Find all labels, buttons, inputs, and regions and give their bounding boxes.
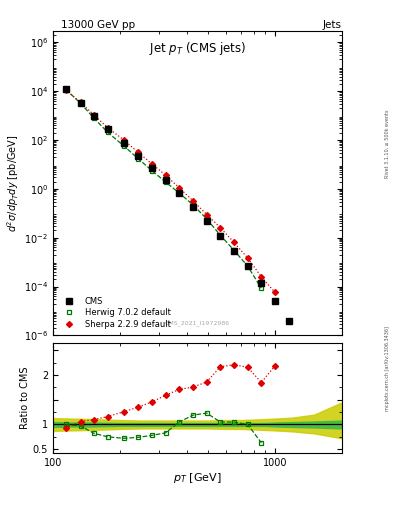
Herwig 7.0.2 default <box>177 190 182 196</box>
Y-axis label: Ratio to CMS: Ratio to CMS <box>20 367 30 430</box>
CMS <box>150 165 154 171</box>
CMS <box>286 318 291 324</box>
Herwig 7.0.2 default <box>218 232 223 238</box>
CMS <box>273 298 277 304</box>
Y-axis label: $d^{2}\sigma/dp_Tdy$ [pb/GeV]: $d^{2}\sigma/dp_Tdy$ [pb/GeV] <box>6 134 21 232</box>
Text: Jets: Jets <box>323 19 342 30</box>
Text: 13000 GeV pp: 13000 GeV pp <box>61 19 135 30</box>
Herwig 7.0.2 default <box>92 115 96 121</box>
Line: CMS: CMS <box>63 87 319 373</box>
Herwig 7.0.2 default <box>245 263 250 269</box>
CMS <box>136 153 141 159</box>
Sherpa 2.2.9 default <box>163 172 168 178</box>
Sherpa 2.2.9 default <box>92 112 96 118</box>
Sherpa 2.2.9 default <box>245 255 250 261</box>
Sherpa 2.2.9 default <box>273 289 277 295</box>
Line: Herwig 7.0.2 default: Herwig 7.0.2 default <box>63 87 264 291</box>
Sherpa 2.2.9 default <box>105 124 110 131</box>
CMS <box>177 190 182 197</box>
CMS <box>300 340 305 346</box>
Herwig 7.0.2 default <box>63 86 68 92</box>
CMS <box>231 248 236 254</box>
Herwig 7.0.2 default <box>204 216 209 222</box>
CMS <box>105 126 110 132</box>
X-axis label: $p_T$ [GeV]: $p_T$ [GeV] <box>173 471 222 485</box>
Sherpa 2.2.9 default <box>150 161 154 167</box>
CMS <box>204 218 209 224</box>
CMS <box>314 367 318 373</box>
Text: Rivet 3.1.10, ≥ 500k events: Rivet 3.1.10, ≥ 500k events <box>385 109 389 178</box>
Sherpa 2.2.9 default <box>63 87 68 93</box>
Herwig 7.0.2 default <box>122 143 127 150</box>
CMS <box>63 86 68 92</box>
Herwig 7.0.2 default <box>150 167 154 174</box>
Herwig 7.0.2 default <box>163 179 168 185</box>
Text: CMS_2021_I1972986: CMS_2021_I1972986 <box>165 321 230 326</box>
Legend: CMS, Herwig 7.0.2 default, Sherpa 2.2.9 default: CMS, Herwig 7.0.2 default, Sherpa 2.2.9 … <box>57 294 173 331</box>
Line: Sherpa 2.2.9 default: Sherpa 2.2.9 default <box>64 88 277 294</box>
Sherpa 2.2.9 default <box>177 185 182 191</box>
CMS <box>191 204 195 210</box>
Sherpa 2.2.9 default <box>136 150 141 156</box>
Herwig 7.0.2 default <box>231 247 236 253</box>
CMS <box>122 140 127 146</box>
Sherpa 2.2.9 default <box>259 274 264 280</box>
CMS <box>259 280 264 286</box>
Sherpa 2.2.9 default <box>122 137 127 143</box>
CMS <box>218 232 223 239</box>
Herwig 7.0.2 default <box>259 285 264 291</box>
CMS <box>245 263 250 269</box>
Sherpa 2.2.9 default <box>204 211 209 218</box>
Herwig 7.0.2 default <box>191 202 195 208</box>
Sherpa 2.2.9 default <box>191 198 195 204</box>
Herwig 7.0.2 default <box>136 156 141 162</box>
Sherpa 2.2.9 default <box>78 99 83 105</box>
CMS <box>163 177 168 183</box>
Sherpa 2.2.9 default <box>231 239 236 245</box>
Herwig 7.0.2 default <box>78 100 83 106</box>
Sherpa 2.2.9 default <box>218 224 223 230</box>
Text: Jet $p_T$ (CMS jets): Jet $p_T$ (CMS jets) <box>149 40 246 57</box>
CMS <box>92 113 96 119</box>
CMS <box>78 100 83 106</box>
Herwig 7.0.2 default <box>105 129 110 135</box>
Text: mcplots.cern.ch [arXiv:1306.3436]: mcplots.cern.ch [arXiv:1306.3436] <box>385 326 389 411</box>
